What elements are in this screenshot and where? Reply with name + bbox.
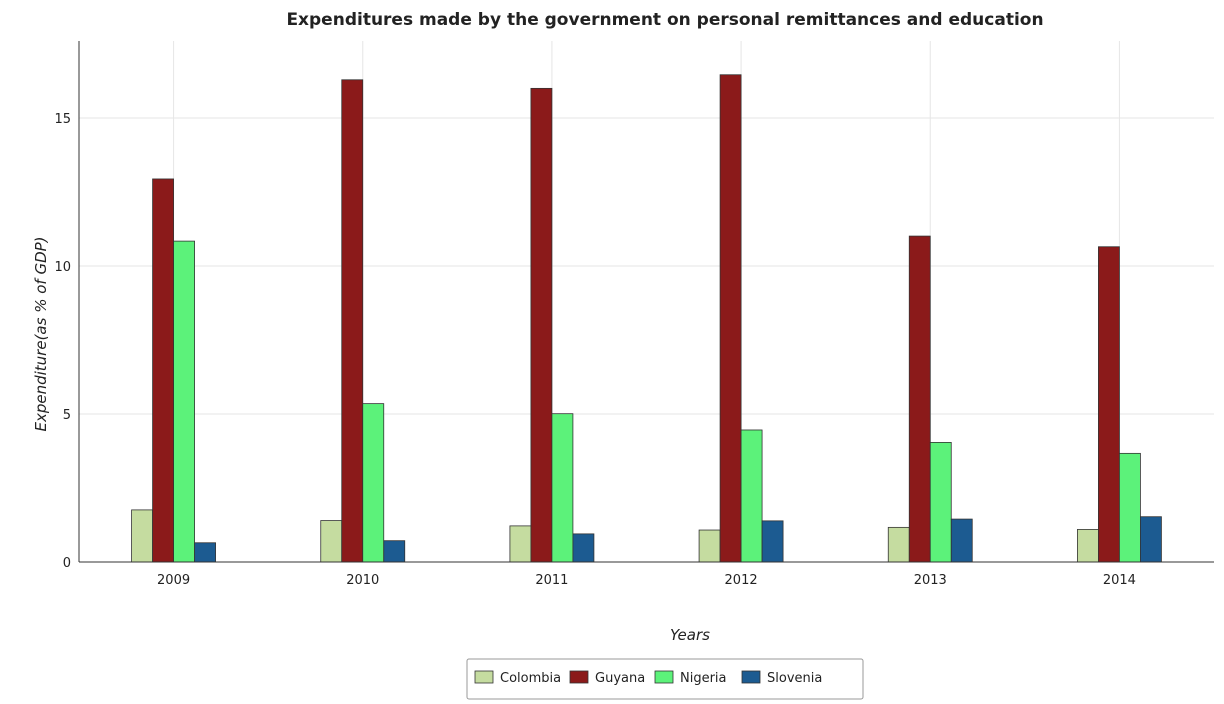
bar-colombia-2013 [887,526,910,563]
bar-colombia-2010 [320,520,343,563]
bar-slovenia-2011 [572,533,595,563]
legend: Colombia Guyana Nigeria Slovenia [466,658,864,700]
y-tick-label: 10 [54,260,71,275]
bar-slovenia-2013 [950,518,973,563]
y-tick-label: 0 [63,556,71,571]
y-tick-label: 15 [54,112,71,127]
bars [131,74,1162,563]
x-tick-label: 2012 [725,573,758,588]
bar-colombia-2014 [1077,529,1099,563]
bar-nigeria-2013 [929,442,952,563]
axes: 0 5 10 15 2009 2010 2011 2012 2013 2014 [54,41,1214,588]
legend-swatch-guyana [569,670,589,684]
x-tick-label: 2013 [914,573,947,588]
bar-nigeria-2012 [740,429,763,563]
x-axis-label: Years [670,626,710,644]
y-axis-label: Expenditure(as % of GDP) [32,236,50,431]
legend-label-slovenia: Slovenia [767,671,822,686]
y-tick-label: 5 [63,408,71,423]
legend-swatch-colombia [474,670,494,684]
grid [79,41,1214,563]
x-tick-label: 2011 [535,573,568,588]
bar-guyana-2012 [719,74,742,563]
bar-guyana-2010 [341,79,364,563]
bar-colombia-2011 [509,525,532,563]
bar-slovenia-2014 [1140,516,1162,563]
bar-colombia-2012 [698,529,721,563]
x-tick-label: 2014 [1103,573,1136,588]
x-tick-label: 2009 [157,573,190,588]
bar-guyana-2009 [152,178,174,563]
legend-label-colombia: Colombia [500,671,561,686]
bar-nigeria-2010 [362,403,385,563]
legend-swatch-nigeria [654,670,674,684]
bar-guyana-2014 [1098,246,1120,563]
bar-guyana-2013 [908,235,931,563]
chart-title: Expenditures made by the government on p… [286,10,1043,30]
bar-slovenia-2012 [761,520,784,563]
x-tick-label: 2010 [346,573,379,588]
bar-slovenia-2009 [194,542,216,563]
bar-nigeria-2014 [1119,452,1141,563]
bar-nigeria-2011 [551,413,574,563]
bar-guyana-2011 [530,87,553,563]
legend-swatch-slovenia [741,670,761,684]
bar-slovenia-2010 [383,540,406,563]
legend-label-guyana: Guyana [595,671,645,686]
bar-colombia-2009 [131,509,153,563]
legend-label-nigeria: Nigeria [680,671,727,686]
bar-nigeria-2009 [173,240,195,563]
